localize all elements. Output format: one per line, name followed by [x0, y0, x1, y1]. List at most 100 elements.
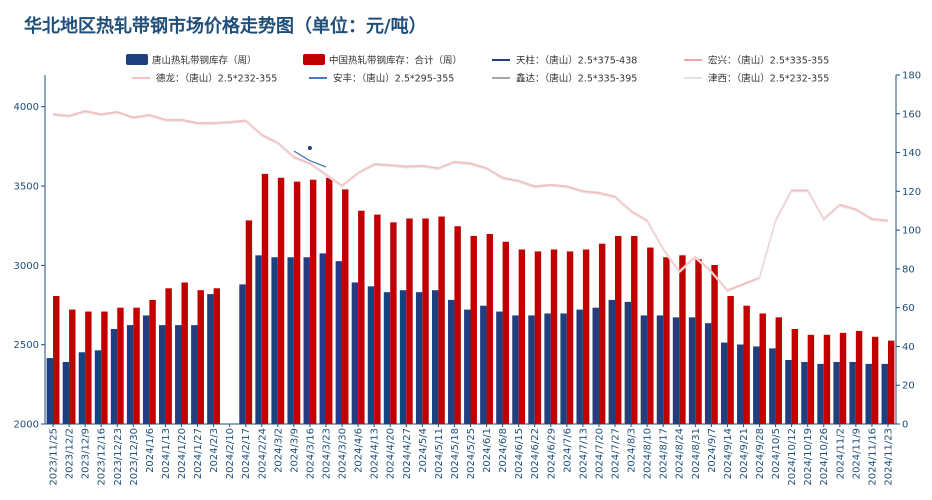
bar-china-inventory — [390, 222, 397, 424]
x-tick-label: 2024/10/26 — [819, 428, 830, 486]
x-tick-label: 2024/3/16 — [305, 428, 316, 479]
x-tick-label: 2024/3/2 — [273, 428, 284, 473]
x-tick-label: 2024/11/16 — [867, 428, 878, 486]
price-line — [52, 111, 889, 293]
bar-china-inventory — [69, 309, 76, 424]
bar-tangshan-inventory — [110, 328, 118, 424]
bar-tangshan-inventory — [383, 292, 391, 424]
bar-tangshan-inventory — [624, 301, 632, 424]
bar-china-inventory — [197, 290, 204, 424]
x-tick-label: 2024/10/12 — [787, 428, 798, 486]
x-tick-label: 2024/1/6 — [145, 428, 156, 473]
right-tick-label: 0 — [902, 420, 908, 431]
x-tick-label: 2023/12/9 — [81, 428, 92, 479]
bar-china-inventory — [615, 235, 622, 424]
bar-tangshan-inventory — [271, 257, 278, 424]
x-tick-label: 2024/5/11 — [434, 428, 445, 479]
x-tick-label: 2024/10/19 — [803, 428, 814, 486]
bar-tangshan-inventory — [849, 361, 856, 424]
bar-tangshan-inventory — [560, 313, 567, 424]
bar-china-inventory — [101, 311, 108, 424]
bar-tangshan-inventory — [753, 346, 760, 424]
bar-china-inventory — [887, 340, 895, 424]
bar-tangshan-inventory — [592, 307, 599, 424]
bar-tangshan-inventory — [528, 315, 535, 424]
bar-china-inventory — [309, 179, 317, 424]
bar-china-inventory — [582, 249, 590, 424]
x-tick-label: 2024/8/17 — [659, 428, 670, 479]
bar-china-inventory — [133, 307, 140, 424]
bar-china-inventory — [743, 305, 750, 424]
legend: 唐山热轧带钢库存（周） 中国热轧带钢库存：合计（周） 天柱：（唐山）2.5*375-… — [126, 54, 829, 85]
bar-tangshan-inventory — [737, 344, 744, 424]
x-tick-label: 2024/6/1 — [482, 428, 493, 473]
right-tick-label: 40 — [902, 342, 915, 353]
bar-china-inventory — [663, 257, 670, 424]
bar-china-inventory — [823, 334, 831, 424]
x-tick-label: 2024/6/22 — [530, 428, 541, 479]
bar-tangshan-inventory — [576, 309, 583, 424]
bar-tangshan-inventory — [881, 363, 888, 424]
x-tick-label: 2024/4/6 — [354, 428, 365, 473]
bar-tangshan-inventory — [865, 363, 872, 424]
left-tick-label: 2000 — [14, 420, 39, 431]
left-tick-label: 4000 — [14, 102, 39, 113]
x-tick-label: 2024/2/3 — [209, 428, 220, 473]
bar-china-inventory — [325, 177, 333, 424]
x-tick-label: 2024/8/10 — [643, 428, 654, 479]
bar-china-inventory — [454, 226, 461, 424]
x-tick-label: 2023/11/25 — [49, 428, 60, 486]
bar-tangshan-inventory — [688, 317, 696, 424]
price-line — [293, 150, 327, 168]
bar-china-inventory — [534, 251, 542, 424]
legend-label: 宏兴：（唐山）2.5*335-355 — [708, 55, 829, 67]
bar-china-inventory — [711, 265, 718, 424]
x-tick-label: 2024/5/25 — [466, 428, 477, 479]
x-tick-label: 2024/7/6 — [562, 428, 573, 473]
bar-tangshan-inventory — [496, 311, 503, 424]
x-tick-label: 2024/11/23 — [883, 428, 894, 486]
bar-china-inventory — [518, 249, 526, 424]
price-point — [307, 145, 312, 150]
x-tick-label: 2024/3/9 — [289, 428, 300, 473]
bar-tangshan-inventory — [94, 350, 102, 424]
x-tick-label: 2024/4/27 — [402, 428, 413, 479]
x-tick-label: 2024/3/23 — [321, 428, 332, 479]
bar-tangshan-inventory — [448, 299, 455, 424]
bar-china-inventory — [358, 210, 365, 424]
right-tick-label: 140 — [902, 148, 921, 159]
bar-china-inventory — [486, 233, 493, 424]
price-line — [52, 110, 889, 292]
bar-china-inventory — [245, 220, 253, 424]
bar-tangshan-inventory — [191, 325, 198, 424]
x-tick-label: 2024/9/28 — [755, 428, 766, 479]
bar-tangshan-inventory — [512, 315, 519, 424]
bar-tangshan-inventory — [833, 361, 840, 424]
bar-china-inventory — [165, 288, 172, 424]
bar-tangshan-inventory — [672, 317, 680, 424]
bar-tangshan-inventory — [62, 361, 70, 424]
x-tick-label: 2024/7/13 — [578, 428, 589, 479]
legend-label: 唐山热轧带钢库存（周） — [152, 55, 257, 67]
x-tick-label: 2024/8/3 — [627, 428, 638, 473]
bar-china-inventory — [342, 189, 349, 424]
bar-china-inventory — [647, 247, 654, 424]
bar-tangshan-inventory — [704, 323, 712, 424]
x-tick-label: 2024/5/4 — [418, 428, 429, 473]
bar-tangshan-inventory — [480, 305, 487, 424]
right-tick-label: 80 — [902, 264, 915, 275]
bar-china-inventory — [261, 173, 269, 424]
x-tick-label: 2024/7/20 — [594, 428, 605, 479]
legend-label: 安丰：（唐山）2.5*295-355 — [333, 73, 454, 85]
bar-china-inventory — [695, 259, 702, 424]
bar-tangshan-inventory — [801, 361, 808, 424]
x-tick-label: 2023/12/16 — [97, 428, 108, 486]
bar-tangshan-inventory — [142, 315, 150, 424]
right-tick-label: 60 — [902, 303, 915, 314]
bar-china-inventory — [807, 334, 815, 424]
legend-label: 天柱：（唐山）2.5*375-438 — [516, 55, 637, 67]
legend-label: 中国热轧带钢库存：合计（周） — [329, 55, 462, 67]
bar-tangshan-inventory — [544, 313, 551, 424]
bar-china-inventory — [839, 332, 847, 424]
left-tick-label: 3500 — [14, 182, 39, 193]
